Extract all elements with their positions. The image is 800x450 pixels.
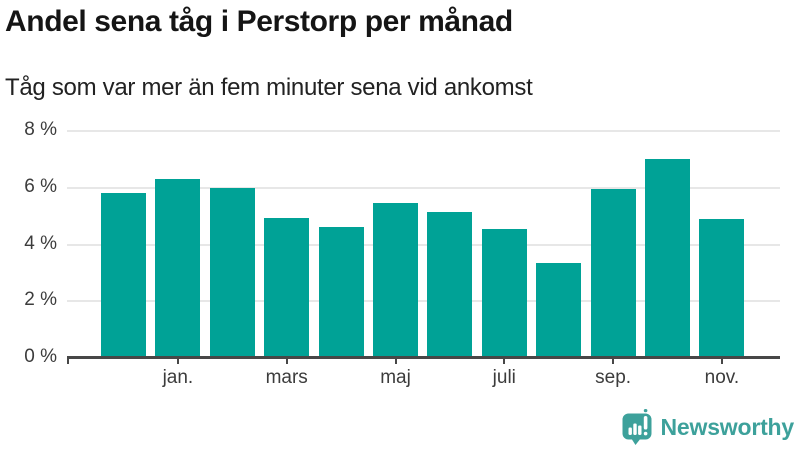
- x-axis-line: [67, 356, 780, 359]
- bar-nov.: [699, 218, 745, 358]
- bar-aug.: [536, 262, 582, 358]
- bar-juni: [427, 211, 473, 358]
- x-tick-label-juli: juli: [492, 367, 516, 388]
- bar-dec.: [101, 193, 146, 358]
- bar-jan.: [155, 179, 201, 358]
- x-tick-label-maj: maj: [380, 367, 411, 388]
- gridline-8-percent: [67, 130, 780, 132]
- x-tick-label-nov.: nov.: [704, 367, 740, 388]
- bar-sep.: [590, 189, 636, 358]
- x-tick-label-jan.: jan.: [162, 367, 194, 388]
- newsworthy-speech-bubble-chart-icon: [622, 409, 652, 445]
- x-axis-start-tick: [67, 358, 69, 364]
- x-tick-label-mars: mars: [265, 367, 308, 388]
- x-tick-juli: [503, 358, 506, 364]
- bar-chart-plot-area: jan. mars maj juli sep. nov.: [67, 130, 780, 388]
- gridline-6-percent: [67, 186, 780, 189]
- x-tick-maj: [394, 358, 397, 364]
- bar-okt.: [645, 159, 690, 358]
- x-tick-jan.: [176, 358, 179, 364]
- x-tick-nov.: [720, 358, 723, 364]
- chart-subtitle: Tåg som var mer än fem minuter sena vid …: [5, 74, 533, 101]
- x-tick-sep.: [612, 358, 615, 364]
- newsworthy-logo: Newsworthy: [622, 409, 794, 445]
- bar-apr.: [318, 227, 364, 358]
- bar-feb.: [209, 187, 255, 358]
- x-tick-mars: [285, 358, 288, 364]
- bar-juli: [481, 228, 527, 358]
- x-tick-label-sep.: sep.: [595, 367, 632, 388]
- y-tick-label-6-percent: 6 %: [24, 175, 57, 197]
- y-tick-label-8-percent: 8 %: [24, 119, 57, 140]
- bar-mars: [264, 217, 310, 358]
- newsworthy-brand-text: Newsworthy: [660, 413, 795, 440]
- gridline-4-percent: [67, 243, 780, 246]
- y-tick-label-2-percent: 2 %: [24, 289, 57, 311]
- chart-title: Andel sena tåg i Perstorp per månad: [5, 5, 513, 38]
- bar-maj: [373, 203, 418, 358]
- y-tick-label-4-percent: 4 %: [24, 232, 57, 254]
- gridline-2-percent: [67, 300, 780, 303]
- y-tick-label-0-percent: 0 %: [24, 346, 57, 367]
